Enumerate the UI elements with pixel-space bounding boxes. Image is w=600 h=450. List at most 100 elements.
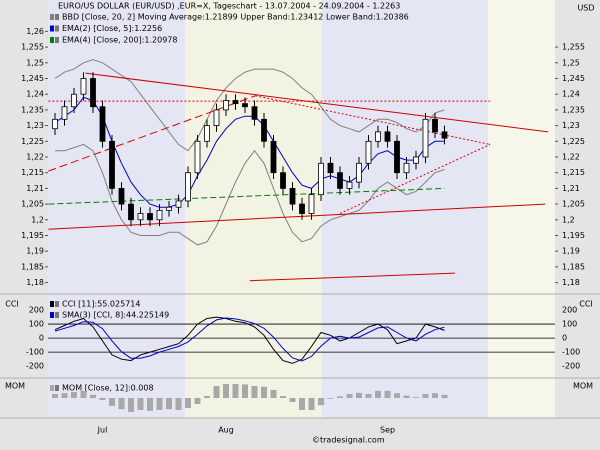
bar: [261, 386, 267, 398]
candle-body: [299, 203, 305, 214]
period-band: [488, 0, 555, 418]
legend-entry: MOM [Close, 12]:0.008: [62, 384, 154, 393]
legend-icon: [55, 14, 59, 20]
legend-icon: [50, 37, 54, 43]
bar: [232, 384, 239, 398]
candle-body: [422, 118, 429, 158]
y2-tick-label: 0: [562, 334, 567, 343]
bar: [432, 393, 438, 398]
legend-icon: [55, 25, 59, 32]
legend-icon: [50, 301, 54, 307]
bar: [166, 398, 172, 410]
bar: [318, 398, 324, 406]
candle-body: [251, 106, 258, 120]
bar: [80, 390, 87, 398]
bar: [109, 398, 115, 406]
y2-tick-label: 1,235: [562, 105, 585, 114]
candle-body: [232, 100, 239, 105]
panel-label: MOM: [573, 382, 593, 391]
panel-label: MOM: [5, 382, 25, 391]
y-tick-label: 1,24: [26, 90, 44, 99]
legend-entry: EMA(4) [Close, 200]:1.20978: [62, 36, 177, 45]
y2-tick-label: 1,215: [562, 168, 585, 177]
candle-body: [365, 140, 372, 164]
y-tick-label: 1,2: [31, 215, 44, 224]
bar: [175, 398, 182, 410]
candle-body: [413, 156, 419, 164]
bar: [422, 394, 429, 398]
period-band: [322, 0, 488, 418]
y2-tick-label: 1,185: [562, 262, 585, 271]
candle-body: [128, 203, 134, 221]
y-tick-label: 1,195: [21, 231, 44, 240]
bar: [375, 390, 381, 398]
y2-tick-label: 1,23: [562, 121, 580, 130]
bar: [403, 395, 410, 398]
bar: [185, 398, 191, 408]
candle-body: [441, 131, 448, 139]
candle-body: [384, 131, 391, 142]
y-tick-label: 1,245: [21, 74, 44, 83]
bar: [213, 386, 220, 398]
candle-body: [318, 162, 324, 196]
candle-body: [166, 206, 172, 211]
legend-icon: [55, 385, 59, 391]
candle-body: [61, 106, 68, 120]
y2-tick-label: 1,2: [562, 215, 575, 224]
bar: [147, 398, 153, 411]
bar: [299, 398, 305, 410]
candle-body: [147, 213, 153, 221]
candle-body: [337, 172, 343, 189]
candle-body: [137, 213, 144, 221]
bar: [118, 398, 125, 410]
trendline: [85, 72, 549, 133]
y-tick-label: 1,19: [26, 247, 44, 256]
candle-body: [270, 140, 277, 174]
legend-icon: [50, 14, 54, 20]
bar: [280, 396, 286, 398]
candle-body: [394, 140, 400, 174]
candle-body: [90, 78, 96, 108]
candle-body: [432, 118, 438, 133]
legend-icon: [55, 37, 59, 43]
x-tick-label: Jul: [97, 426, 108, 435]
y-tick-label: 1,22: [26, 152, 44, 161]
candle-body: [403, 162, 410, 174]
bar: [441, 394, 448, 398]
y2-tick-label: 1,19: [562, 247, 580, 256]
candle-body: [71, 93, 77, 108]
candle-body: [346, 181, 353, 189]
candle-body: [109, 140, 115, 189]
y-tick-label: 1,26: [26, 27, 44, 36]
y-tick-label: 1,255: [21, 43, 44, 52]
candle-body: [242, 103, 248, 108]
y2-tick-label: 1,245: [562, 74, 585, 83]
y-tick-label: 200: [29, 306, 44, 315]
bar: [223, 384, 229, 398]
bar: [394, 393, 400, 398]
y2-tick-label: 1,21: [562, 184, 580, 193]
candle-body: [289, 187, 296, 205]
y2-tick-label: 1,24: [562, 90, 580, 99]
bar: [413, 397, 419, 398]
bar: [365, 394, 372, 398]
candle-body: [375, 131, 381, 142]
y2-tick-label: 1,195: [562, 231, 585, 240]
y-tick-label: 1,225: [21, 137, 44, 146]
candle-body: [175, 200, 182, 208]
panel-label: CCI: [579, 300, 593, 309]
y-tick-label: 1,18: [26, 278, 44, 287]
indicator-line: [54, 316, 445, 364]
bar: [251, 386, 258, 398]
bar: [289, 398, 296, 402]
y-tick-label: 1,235: [21, 105, 44, 114]
legend-icon: [50, 25, 54, 32]
bar: [137, 398, 144, 410]
panel-label: CCI: [5, 300, 19, 309]
y-tick-label: 0: [39, 334, 44, 343]
candle-body: [356, 162, 362, 183]
legend-entry: SMA(3) [CCI, 8]:44.225149: [62, 311, 169, 320]
y-tick-label: -100: [26, 348, 44, 357]
indicator-line: [54, 317, 445, 362]
